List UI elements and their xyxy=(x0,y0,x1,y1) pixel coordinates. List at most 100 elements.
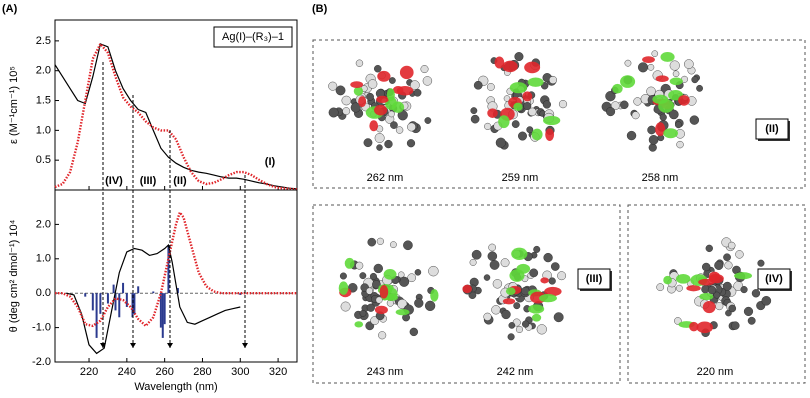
atom xyxy=(696,84,703,92)
arrow-head xyxy=(100,343,106,348)
orbital xyxy=(376,95,389,104)
atom xyxy=(335,85,346,96)
group-tag xyxy=(755,118,789,140)
orbital xyxy=(527,77,544,87)
atom xyxy=(743,306,754,316)
atom xyxy=(543,252,553,263)
orbital xyxy=(505,287,516,296)
orbital xyxy=(655,75,669,83)
atom xyxy=(473,80,483,90)
band-label: (IV) xyxy=(105,175,123,187)
atom xyxy=(715,302,724,311)
atom xyxy=(388,110,395,118)
atom xyxy=(684,59,694,69)
atom xyxy=(669,109,679,120)
orbital xyxy=(392,86,404,94)
orbital xyxy=(524,61,541,74)
atom xyxy=(359,272,367,280)
atom xyxy=(605,91,616,102)
atom xyxy=(483,312,492,321)
panel-label: (A) xyxy=(2,3,18,15)
y-axis-label: ε (M⁻¹cm⁻¹) 10⁵ xyxy=(8,66,20,144)
atom xyxy=(484,122,492,130)
orbital xyxy=(545,128,555,141)
y-tick-label: 1.0 xyxy=(36,253,51,265)
band-label: (I) xyxy=(265,156,276,168)
atom xyxy=(724,261,733,270)
orbital xyxy=(698,278,715,286)
orbital xyxy=(399,65,414,80)
molecule xyxy=(470,52,568,150)
orbital xyxy=(660,52,675,62)
orbital xyxy=(663,128,678,139)
panel-label: (B) xyxy=(312,3,328,15)
y-tick-label: -1.0 xyxy=(32,322,51,334)
atom xyxy=(727,241,736,250)
atom xyxy=(403,240,413,251)
atom xyxy=(757,259,765,267)
plot-frame xyxy=(54,189,298,363)
wavelength-label: 259 nm xyxy=(502,172,539,184)
atom xyxy=(521,320,530,328)
atom xyxy=(513,302,521,310)
atom xyxy=(647,125,656,135)
band-label: (III) xyxy=(140,175,157,187)
orbital xyxy=(374,305,388,315)
atom xyxy=(548,277,556,285)
band-label: (II) xyxy=(173,175,187,187)
atom xyxy=(672,70,680,78)
atom xyxy=(339,272,347,280)
atom xyxy=(705,244,713,253)
atom xyxy=(648,135,659,145)
group-box xyxy=(627,204,806,384)
atom xyxy=(407,122,416,132)
atom xyxy=(489,260,500,270)
atom xyxy=(689,115,700,125)
y-tick-label: 2.0 xyxy=(36,218,51,230)
atom xyxy=(675,284,683,292)
orbital xyxy=(462,284,472,294)
orbital xyxy=(612,83,623,94)
atom xyxy=(656,283,665,292)
atom xyxy=(526,126,534,134)
orbital xyxy=(513,102,523,111)
y-tick-label: 0.0 xyxy=(36,287,51,299)
atom xyxy=(495,137,506,148)
atom xyxy=(350,102,361,113)
atom xyxy=(691,76,699,84)
atom xyxy=(500,258,510,268)
atom xyxy=(376,144,383,151)
orbital xyxy=(686,285,701,292)
y-tick-label: 1.0 xyxy=(36,124,51,136)
atom xyxy=(376,237,384,245)
atom xyxy=(366,303,375,312)
atom xyxy=(486,83,495,91)
atom xyxy=(355,261,364,270)
y-tick-label: 2.0 xyxy=(36,65,51,77)
series-line xyxy=(54,43,298,190)
orbital xyxy=(386,88,395,102)
atom xyxy=(397,299,408,310)
atom xyxy=(491,305,501,315)
orbital xyxy=(494,56,505,69)
atom xyxy=(536,324,547,335)
x-tick-label: 220 xyxy=(80,366,98,378)
atom xyxy=(731,321,740,330)
atom xyxy=(542,100,551,109)
orbital xyxy=(702,300,716,314)
series-line xyxy=(66,243,241,355)
atom xyxy=(751,289,761,298)
atom xyxy=(633,97,642,106)
atom xyxy=(518,131,527,141)
orbital xyxy=(383,269,397,280)
atom xyxy=(676,140,684,149)
orbital xyxy=(678,95,690,106)
atom xyxy=(553,312,564,323)
molecule xyxy=(328,59,433,151)
atom xyxy=(365,287,373,295)
orbital xyxy=(675,273,691,284)
orbital xyxy=(652,94,669,104)
x-axis-label: Wavelength (nm) xyxy=(134,381,217,393)
orbital xyxy=(531,128,543,141)
atom xyxy=(369,272,377,281)
